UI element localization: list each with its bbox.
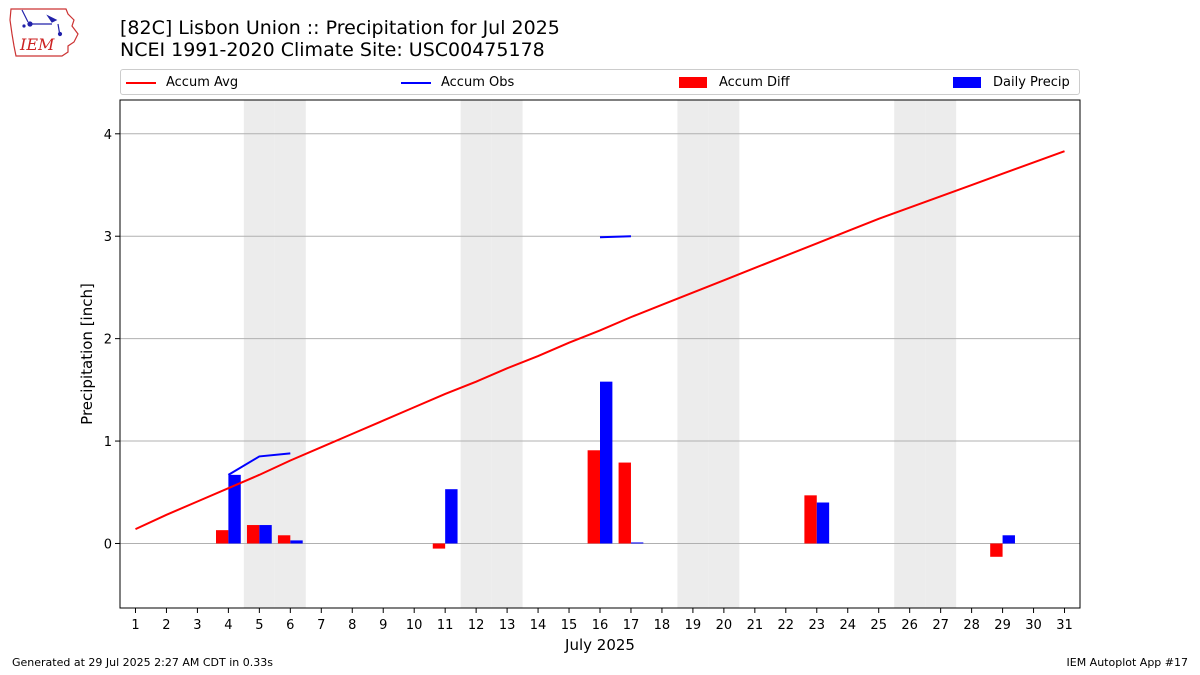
accum-diff-bar bbox=[432, 543, 446, 549]
y-tick-label: 4 bbox=[104, 128, 112, 143]
daily-precip-bar bbox=[290, 540, 303, 544]
y-tick-label: 1 bbox=[104, 435, 112, 450]
x-tick-label: 31 bbox=[1056, 618, 1073, 633]
app-credit: IEM Autoplot App #17 bbox=[1066, 656, 1189, 669]
legend: Accum Avg Accum Obs Accum Diff Daily Pre… bbox=[120, 69, 1080, 95]
y-tick-label: 2 bbox=[104, 333, 112, 348]
weekend-band bbox=[491, 100, 523, 608]
weekend-band bbox=[708, 100, 740, 608]
legend-line-swatch bbox=[126, 82, 156, 84]
daily-precip-bar bbox=[259, 525, 272, 544]
daily-precip-bar bbox=[445, 489, 458, 544]
daily-precip-bar bbox=[1002, 535, 1015, 544]
x-tick-label: 15 bbox=[561, 618, 578, 633]
x-tick-label: 22 bbox=[778, 618, 795, 633]
y-axis-ticks: 0 1 2 3 4 bbox=[104, 128, 120, 552]
x-tick-label: 25 bbox=[870, 618, 887, 633]
weekend-band bbox=[925, 100, 957, 608]
x-tick-label: 6 bbox=[286, 618, 294, 633]
accum-obs-segment bbox=[227, 452, 291, 476]
legend-label: Accum Obs bbox=[441, 75, 515, 90]
daily-precip-bars bbox=[228, 381, 1015, 544]
daily-precip-bar bbox=[228, 474, 241, 544]
weekend-band bbox=[894, 100, 926, 608]
legend-label: Accum Diff bbox=[719, 75, 790, 90]
x-tick-label: 28 bbox=[963, 618, 980, 633]
x-tick-label: 14 bbox=[530, 618, 547, 633]
x-tick-label: 19 bbox=[685, 618, 702, 633]
daily-precip-bar bbox=[630, 542, 644, 544]
daily-precip-bar bbox=[816, 502, 830, 544]
x-tick-label: 17 bbox=[623, 618, 640, 633]
accum-diff-bar bbox=[277, 535, 291, 544]
accum-diff-bar bbox=[246, 525, 260, 544]
generated-timestamp: Generated at 29 Jul 2025 2:27 AM CDT in … bbox=[12, 656, 273, 669]
weekend-shading bbox=[243, 100, 957, 608]
accum-diff-bars bbox=[216, 450, 1003, 557]
x-tick-label: 4 bbox=[224, 618, 232, 633]
iem-logo: IEM bbox=[9, 8, 79, 57]
x-tick-label: 20 bbox=[716, 618, 733, 633]
weather-station-icon bbox=[21, 9, 63, 37]
x-tick-label: 1 bbox=[131, 618, 139, 633]
x-axis-ticks: 1 2 3 4 5 6 7 8 9 10 11 12 13 14 15 16 17 18 19 20 21 22 23 24 2… bbox=[131, 608, 1073, 633]
legend-box-swatch bbox=[953, 77, 981, 88]
y-axis-label: Precipitation [inch] bbox=[78, 283, 96, 425]
x-tick-label: 2 bbox=[162, 618, 170, 633]
accum-avg-line bbox=[135, 150, 1065, 531]
x-tick-label: 21 bbox=[747, 618, 764, 633]
x-axis-label: July 2025 bbox=[564, 636, 635, 654]
accum-diff-bar bbox=[587, 450, 600, 544]
x-tick-label: 23 bbox=[809, 618, 826, 633]
accum-diff-bar bbox=[804, 495, 817, 544]
x-tick-label: 7 bbox=[317, 618, 325, 633]
x-tick-label: 13 bbox=[499, 618, 516, 633]
x-tick-label: 10 bbox=[406, 618, 423, 633]
legend-label: Accum Avg bbox=[166, 75, 239, 90]
x-tick-label: 5 bbox=[255, 618, 263, 633]
x-tick-label: 11 bbox=[437, 618, 454, 633]
x-tick-label: 29 bbox=[994, 618, 1011, 633]
weekend-band bbox=[243, 100, 275, 608]
chart-title: [82C] Lisbon Union :: Precipitation for … bbox=[120, 17, 560, 39]
accum-diff-bar bbox=[990, 543, 1003, 557]
logo-text: IEM bbox=[19, 35, 55, 54]
x-tick-label: 12 bbox=[468, 618, 485, 633]
x-tick-label: 8 bbox=[348, 618, 356, 633]
accum-diff-bar bbox=[618, 462, 631, 544]
legend-label: Daily Precip bbox=[993, 75, 1070, 90]
y-tick-label: 0 bbox=[104, 537, 112, 552]
chart-subtitle: NCEI 1991-2020 Climate Site: USC00475178 bbox=[120, 39, 545, 61]
accum-obs-segment bbox=[599, 235, 632, 239]
x-tick-label: 18 bbox=[654, 618, 671, 633]
weekend-band bbox=[677, 100, 709, 608]
legend-box-swatch bbox=[679, 77, 707, 88]
x-tick-label: 24 bbox=[839, 618, 856, 633]
legend-line-swatch bbox=[401, 82, 431, 84]
y-tick-label: 3 bbox=[104, 230, 112, 245]
daily-precip-bar bbox=[600, 381, 613, 544]
x-tick-label: 30 bbox=[1025, 618, 1042, 633]
weekend-band bbox=[274, 100, 306, 608]
x-tick-label: 3 bbox=[193, 618, 201, 633]
x-tick-label: 9 bbox=[379, 618, 387, 633]
x-tick-label: 26 bbox=[901, 618, 918, 633]
x-tick-label: 16 bbox=[592, 618, 609, 633]
accum-diff-bar bbox=[216, 530, 229, 544]
x-tick-label: 27 bbox=[932, 618, 949, 633]
accum-obs-line bbox=[227, 235, 632, 476]
weekend-band bbox=[460, 100, 492, 608]
